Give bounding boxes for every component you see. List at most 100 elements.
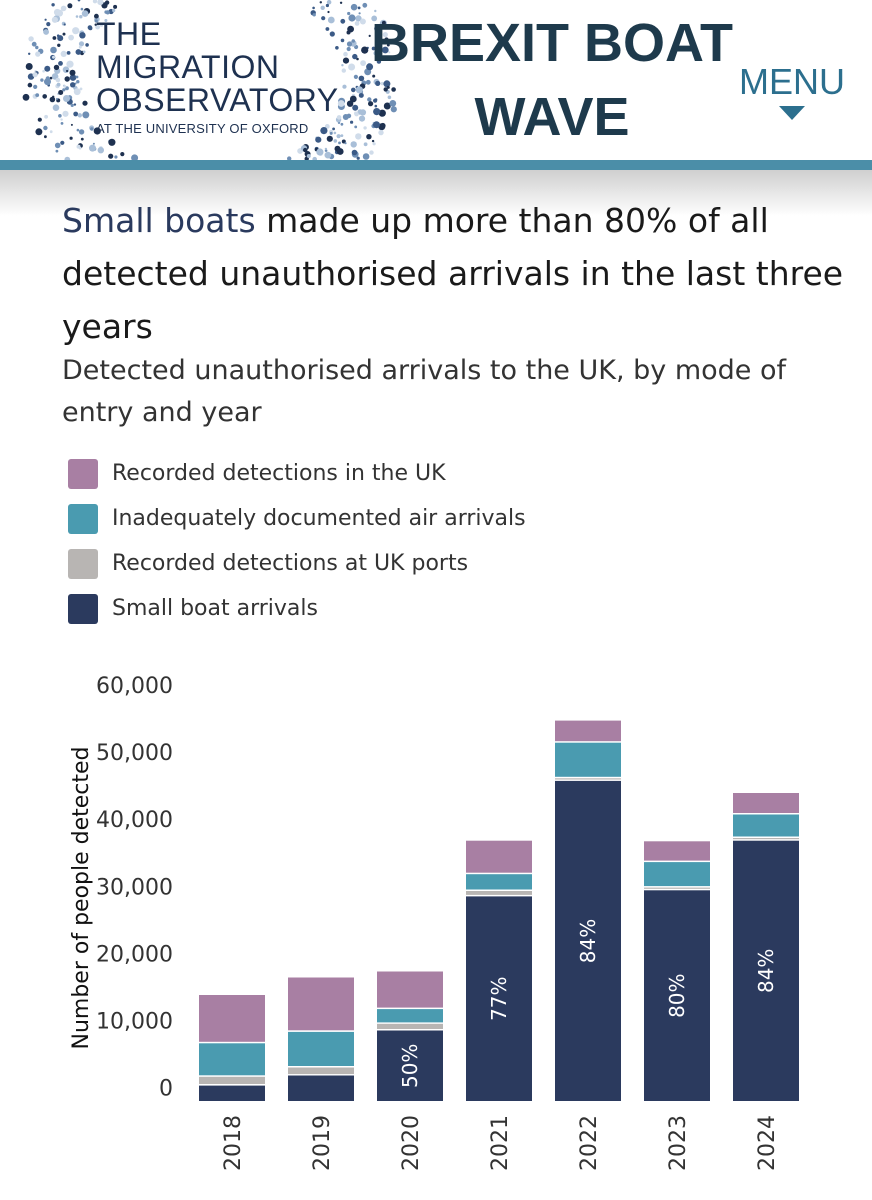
logo-dot <box>62 66 70 73</box>
logo-dot <box>358 12 361 15</box>
logo-dot <box>35 93 40 97</box>
bar-segment-uk[interactable] <box>644 841 710 861</box>
logo-dot <box>82 100 88 106</box>
logo-dot <box>373 108 381 116</box>
logo-dot <box>359 109 367 116</box>
logo-dot <box>66 60 74 68</box>
logo-dot <box>369 150 374 155</box>
logo-dot <box>321 16 326 21</box>
bar-segment-air[interactable] <box>466 874 532 890</box>
bar-segment-uk[interactable] <box>288 977 354 1031</box>
bar-segment-uk[interactable] <box>466 840 532 873</box>
logo-dot <box>335 46 339 50</box>
bar-segment-boats[interactable] <box>644 890 710 1101</box>
logo-dot <box>354 21 360 26</box>
logo-dot <box>60 140 65 145</box>
logo-dot <box>108 153 114 159</box>
logo-dot <box>384 37 389 42</box>
bar-segment-boats[interactable] <box>555 780 621 1101</box>
logo-dot <box>90 127 94 131</box>
logo-dot <box>358 115 366 122</box>
logo-dot <box>354 125 358 129</box>
logo-dot <box>387 95 392 100</box>
logo-dot <box>120 152 125 157</box>
bar-segment-ports[interactable] <box>288 1067 354 1075</box>
y-axis-title: Number of people detected <box>69 746 94 1049</box>
logo-dot <box>327 10 330 14</box>
logo-dot <box>312 6 315 10</box>
bar-segment-ports[interactable] <box>377 1023 443 1029</box>
bar-segment-air[interactable] <box>288 1031 354 1066</box>
bar-segment-uk[interactable] <box>733 793 799 813</box>
logo-dot <box>55 149 59 153</box>
bar-stack-2021[interactable] <box>466 840 532 1101</box>
logo-dot <box>50 46 57 54</box>
legend-item-uk: Recorded detections in the UK <box>68 458 668 490</box>
logo-dot <box>350 120 354 124</box>
bar-segment-boats[interactable] <box>288 1075 354 1102</box>
bar-percent-label: 50% <box>398 1044 422 1088</box>
bar-segment-air[interactable] <box>644 862 710 887</box>
y-tick-label: 20,000 <box>96 942 173 967</box>
logo-dot <box>336 134 341 139</box>
bar-segment-ports[interactable] <box>466 891 532 895</box>
bar-segment-ports[interactable] <box>199 1076 265 1084</box>
menu-button[interactable]: MENU <box>736 62 848 120</box>
logo-dot <box>62 110 69 117</box>
logo-dot <box>60 122 64 125</box>
logo-dot <box>69 74 77 81</box>
x-tick-label: 2018 <box>221 1115 246 1171</box>
logo-dot <box>25 63 33 70</box>
legend-swatch-uk <box>68 459 98 489</box>
logo-dot <box>88 26 93 31</box>
logo-dot <box>336 148 344 155</box>
bar-segment-ports[interactable] <box>555 778 621 780</box>
bar-stack-2018[interactable] <box>199 995 265 1101</box>
logo-dot <box>67 3 73 9</box>
bar-stack-2020[interactable] <box>377 971 443 1102</box>
bar-segment-air[interactable] <box>377 1009 443 1023</box>
logo-dot <box>35 45 39 50</box>
logo-dot <box>378 129 384 136</box>
bar-segment-ports[interactable] <box>733 838 799 840</box>
migration-observatory-logo[interactable]: THE MIGRATION OBSERVATORY AT THE UNIVERS… <box>96 18 339 135</box>
bar-segment-boats[interactable] <box>199 1085 265 1101</box>
logo-dot <box>37 117 42 122</box>
bar-segment-ports[interactable] <box>644 887 710 889</box>
bar-stack-2024[interactable] <box>733 793 799 1101</box>
logo-dot <box>340 122 344 126</box>
bar-segment-air[interactable] <box>733 814 799 837</box>
logo-dot <box>342 84 347 89</box>
logo-dot <box>342 114 349 120</box>
bar-segment-air[interactable] <box>199 1043 265 1076</box>
bar-segment-uk[interactable] <box>377 971 443 1008</box>
x-tick-label: 2024 <box>755 1115 780 1171</box>
bar-stack-2023[interactable] <box>644 841 710 1101</box>
bar-segment-air[interactable] <box>555 742 621 777</box>
logo-dot <box>315 136 322 143</box>
bar-stack-2019[interactable] <box>288 977 354 1102</box>
logo-dot <box>46 22 51 27</box>
logo-dot <box>352 104 359 111</box>
logo-dot <box>316 148 324 156</box>
logo-dot <box>348 14 356 22</box>
logo-dot <box>93 127 101 135</box>
bar-segment-uk[interactable] <box>555 720 621 742</box>
logo-dot <box>62 88 66 92</box>
bar-segment-boats[interactable] <box>377 1030 443 1102</box>
logo-dot <box>325 3 329 8</box>
bar-segment-boats[interactable] <box>733 840 799 1101</box>
logo-dot <box>380 81 384 86</box>
logo-dot <box>35 51 41 57</box>
bar-segment-uk[interactable] <box>199 995 265 1042</box>
logo-dot <box>391 87 396 92</box>
logo-dot <box>338 141 341 145</box>
logo-dot <box>363 142 368 147</box>
logo-dot <box>374 9 377 13</box>
bar-stack-2022[interactable] <box>555 720 621 1101</box>
logo-dot <box>60 118 63 121</box>
chart-title-rest: made up more than 80% of all detected un… <box>62 201 844 346</box>
logo-dot <box>324 147 328 151</box>
bar-segment-boats[interactable] <box>466 896 532 1101</box>
logo-dot <box>85 43 89 47</box>
